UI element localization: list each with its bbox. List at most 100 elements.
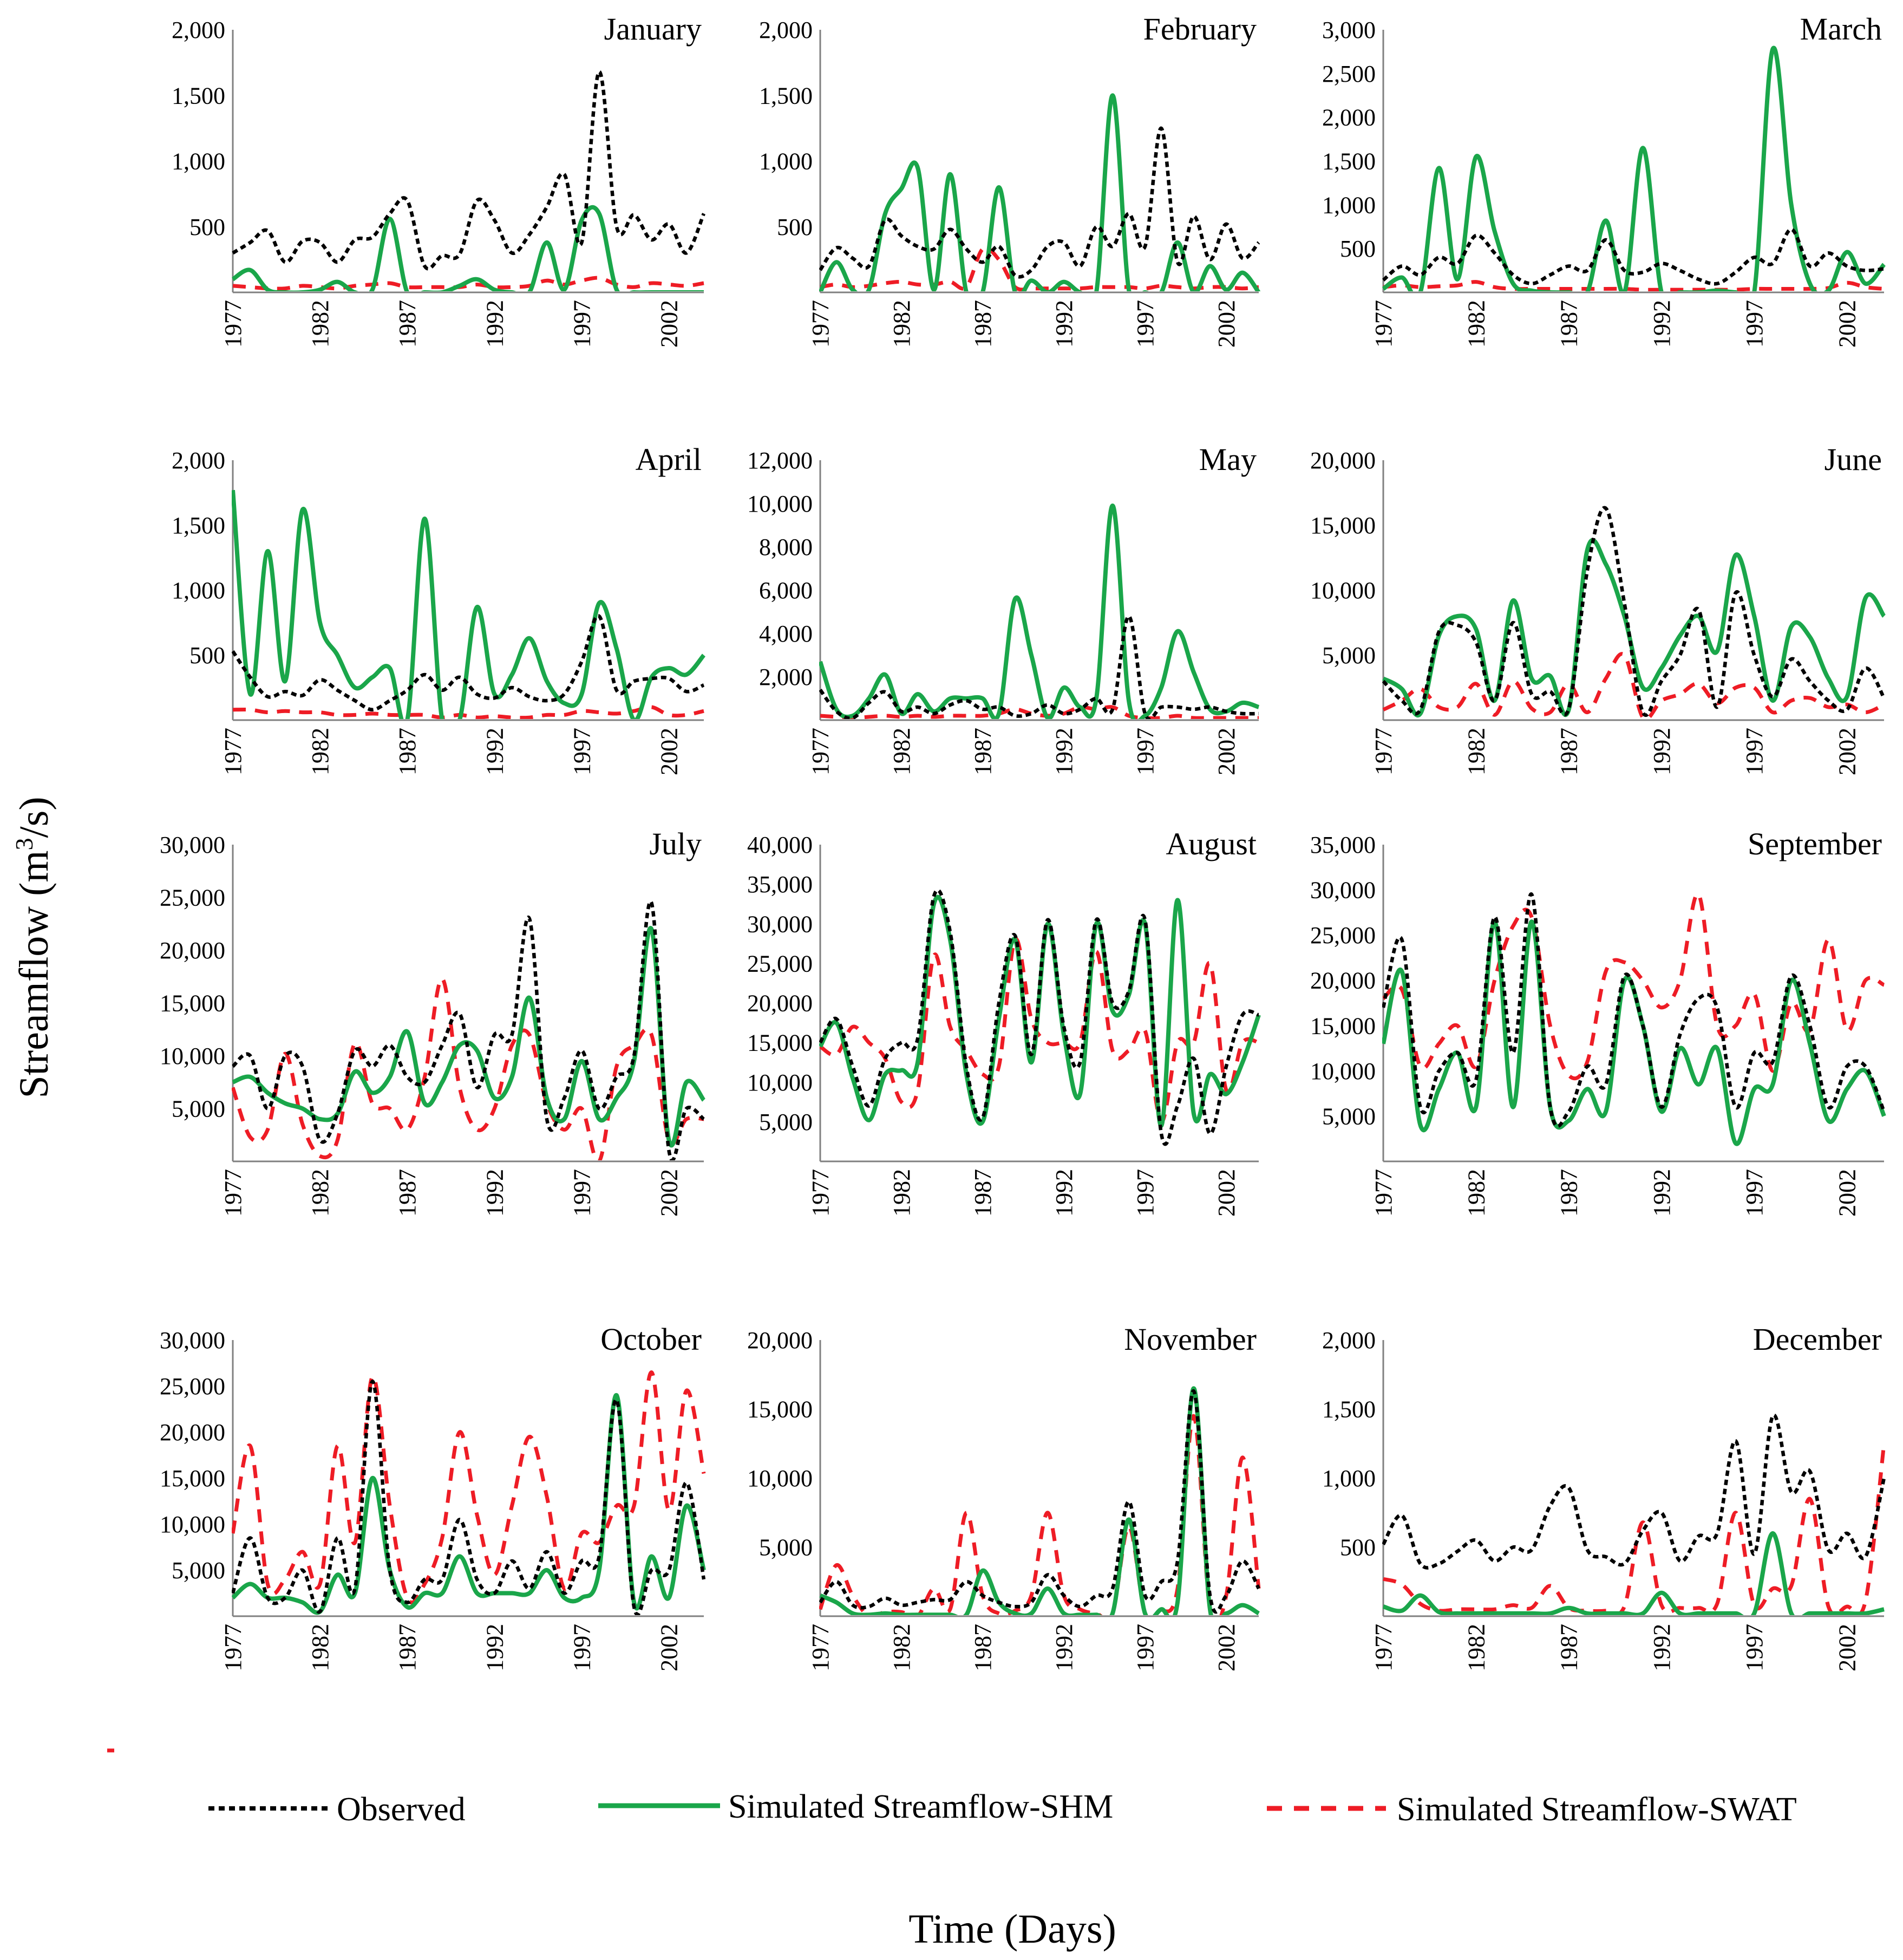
x-tick-label: 1992 bbox=[481, 728, 508, 775]
panel-title: April bbox=[636, 442, 702, 477]
x-tick-label: 1997 bbox=[568, 1169, 595, 1217]
x-tick-label: 1977 bbox=[220, 1169, 246, 1217]
x-tick-label: 1987 bbox=[1556, 300, 1582, 348]
y-tick-label: 25,000 bbox=[160, 885, 225, 911]
legend: Observed Simulated Streamflow-SHM Simula… bbox=[208, 1788, 1797, 1828]
series-line-swat bbox=[232, 276, 704, 291]
y-tick-label: 5,000 bbox=[172, 1096, 225, 1122]
x-tick-label: 1987 bbox=[970, 1169, 996, 1217]
x-tick-label: 1992 bbox=[1051, 1169, 1077, 1217]
y-tick-label: 1,000 bbox=[1322, 1465, 1376, 1492]
y-tick-label: 30,000 bbox=[747, 911, 813, 937]
panel-title: August bbox=[1166, 826, 1257, 861]
series-line-shm bbox=[232, 205, 704, 291]
series-line-observed bbox=[232, 1380, 706, 1615]
x-tick-label: 1982 bbox=[888, 1624, 915, 1671]
y-tick-label: 1,000 bbox=[172, 577, 225, 604]
y-tick-label: 20,000 bbox=[747, 1327, 813, 1354]
x-tick-label: 1977 bbox=[807, 300, 834, 348]
series-line-shm bbox=[819, 894, 1261, 1128]
panel-title: February bbox=[1143, 11, 1257, 47]
y-tick-label: 10,000 bbox=[160, 1511, 225, 1538]
y-tick-label: 25,000 bbox=[1310, 922, 1376, 949]
y-tick-label: 4,000 bbox=[759, 620, 813, 647]
x-tick-label: 2002 bbox=[1213, 728, 1240, 775]
x-tick-label: 1987 bbox=[394, 1624, 421, 1671]
series-line-shm bbox=[1382, 919, 1886, 1146]
panel-title: September bbox=[1748, 826, 1882, 861]
y-tick-label: 500 bbox=[1340, 1534, 1376, 1561]
panel-title: December bbox=[1753, 1322, 1882, 1357]
panel-title: November bbox=[1124, 1322, 1257, 1357]
series-line-swat bbox=[819, 1414, 1261, 1615]
y-tick-label: 10,000 bbox=[747, 1465, 813, 1492]
x-tick-label: 2002 bbox=[656, 1169, 683, 1217]
y-tick-label: 5,000 bbox=[172, 1557, 225, 1584]
x-tick-label: 2002 bbox=[656, 300, 683, 348]
x-tick-label: 1992 bbox=[1051, 300, 1077, 348]
y-tick-label: 10,000 bbox=[160, 1043, 225, 1069]
panels-layer: 500 1,000 1,500 2,000 1977 1982 1987 1992 1997 20… bbox=[160, 11, 1886, 1671]
x-tick-label: 1997 bbox=[1741, 728, 1768, 775]
x-tick-label: 1992 bbox=[481, 1169, 508, 1217]
x-tick-label: 2002 bbox=[1834, 1624, 1861, 1671]
x-tick-label: 1977 bbox=[1370, 1624, 1397, 1671]
y-tick-label: 500 bbox=[189, 214, 225, 240]
y-tick-label: 35,000 bbox=[1310, 832, 1376, 858]
x-tick-label: 2002 bbox=[1213, 300, 1240, 348]
series-line-swat bbox=[819, 937, 1259, 1124]
x-tick-label: 1997 bbox=[568, 300, 595, 348]
x-tick-label: 1997 bbox=[1132, 728, 1159, 775]
y-tick-label: 1,500 bbox=[1322, 1396, 1376, 1423]
y-tick-label: 25,000 bbox=[747, 950, 813, 977]
x-tick-label: 1977 bbox=[220, 1624, 246, 1671]
x-tick-label: 1982 bbox=[888, 1169, 915, 1217]
x-tick-label: 2002 bbox=[656, 1624, 683, 1671]
y-tick-label: 5,000 bbox=[1322, 642, 1376, 669]
y-tick-label: 1,500 bbox=[172, 82, 225, 109]
series-line-swat bbox=[820, 705, 1259, 719]
y-tick-label: 10,000 bbox=[1310, 577, 1376, 604]
x-tick-label: 1987 bbox=[394, 728, 421, 775]
x-tick-label: 1992 bbox=[1649, 1169, 1675, 1217]
y-tick-label: 20,000 bbox=[1310, 968, 1376, 994]
series-line-observed bbox=[1382, 1413, 1886, 1570]
panel-june: 5,000 10,000 15,000 20,000 1977 1982 1987 1992 1… bbox=[1310, 442, 1886, 775]
y-tick-label: 3,000 bbox=[1322, 17, 1376, 43]
y-tick-label: 35,000 bbox=[747, 871, 813, 898]
series-line-shm bbox=[1382, 1531, 1885, 1615]
series-line-swat bbox=[232, 1370, 706, 1605]
y-tick-label: 20,000 bbox=[160, 937, 225, 964]
y-tick-label: 40,000 bbox=[747, 832, 813, 858]
x-tick-label: 1977 bbox=[220, 728, 246, 775]
series-line-observed bbox=[819, 126, 1260, 279]
legend-label-observed: Observed bbox=[337, 1791, 466, 1828]
panel-march: 500 1,000 1,500 2,000 2,500 3,000 1977 1982 1987… bbox=[1322, 11, 1886, 348]
x-tick-label: 1977 bbox=[807, 1624, 834, 1671]
series-line-observed bbox=[232, 614, 705, 712]
legend-label-shm: Simulated Streamflow-SHM bbox=[728, 1788, 1113, 1825]
x-tick-label: 1982 bbox=[1463, 728, 1489, 775]
y-tick-label: 15,000 bbox=[1310, 1012, 1376, 1039]
y-tick-label: 500 bbox=[1340, 236, 1376, 262]
series-line-shm bbox=[232, 489, 706, 719]
y-tick-label: 5,000 bbox=[1322, 1103, 1376, 1129]
panel-december: 500 1,000 1,500 2,000 1977 1982 1987 1992 1997 20… bbox=[1322, 1322, 1886, 1671]
x-tick-label: 1997 bbox=[1741, 1169, 1768, 1217]
series-line-shm bbox=[232, 926, 706, 1148]
x-tick-label: 1992 bbox=[1649, 300, 1675, 348]
x-tick-label: 1987 bbox=[394, 1169, 421, 1217]
series-line-observed bbox=[1382, 892, 1886, 1128]
series-line-observed bbox=[232, 70, 706, 271]
y-tick-label: 5,000 bbox=[759, 1109, 813, 1135]
y-tick-label: 30,000 bbox=[160, 1327, 225, 1354]
y-tick-label: 1,500 bbox=[759, 82, 813, 109]
x-tick-label: 1982 bbox=[307, 1169, 333, 1217]
panel-september: 5,000 10,000 15,000 20,000 25,000 30,000 35,00… bbox=[1310, 826, 1886, 1217]
x-tick-label: 1977 bbox=[1370, 728, 1397, 775]
x-tick-label: 1977 bbox=[1370, 1169, 1397, 1217]
y-tick-label: 2,000 bbox=[1322, 1327, 1376, 1354]
x-tick-label: 1982 bbox=[888, 300, 915, 348]
x-tick-label: 1982 bbox=[307, 300, 333, 348]
